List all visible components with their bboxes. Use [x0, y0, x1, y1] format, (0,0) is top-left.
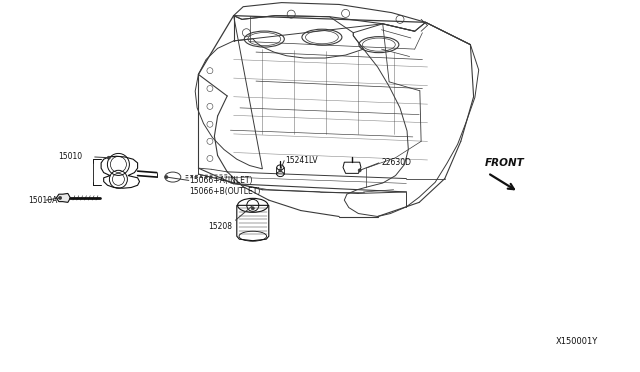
Text: 15241LV: 15241LV	[285, 156, 318, 165]
Circle shape	[252, 207, 254, 210]
Polygon shape	[56, 193, 70, 202]
Text: X150001Y: X150001Y	[556, 337, 598, 346]
Text: 15066+B(OUTLET): 15066+B(OUTLET)	[189, 187, 261, 196]
Text: 15010: 15010	[58, 153, 82, 161]
Circle shape	[279, 169, 282, 172]
Circle shape	[165, 176, 168, 179]
Text: 15010A: 15010A	[28, 196, 58, 205]
Circle shape	[108, 156, 110, 159]
Text: 15208: 15208	[208, 222, 232, 231]
Circle shape	[358, 169, 361, 172]
Text: FRONT: FRONT	[485, 158, 525, 168]
Text: 22630D: 22630D	[381, 158, 412, 167]
Text: 15066+A(INLET): 15066+A(INLET)	[189, 176, 253, 185]
Circle shape	[59, 196, 61, 199]
